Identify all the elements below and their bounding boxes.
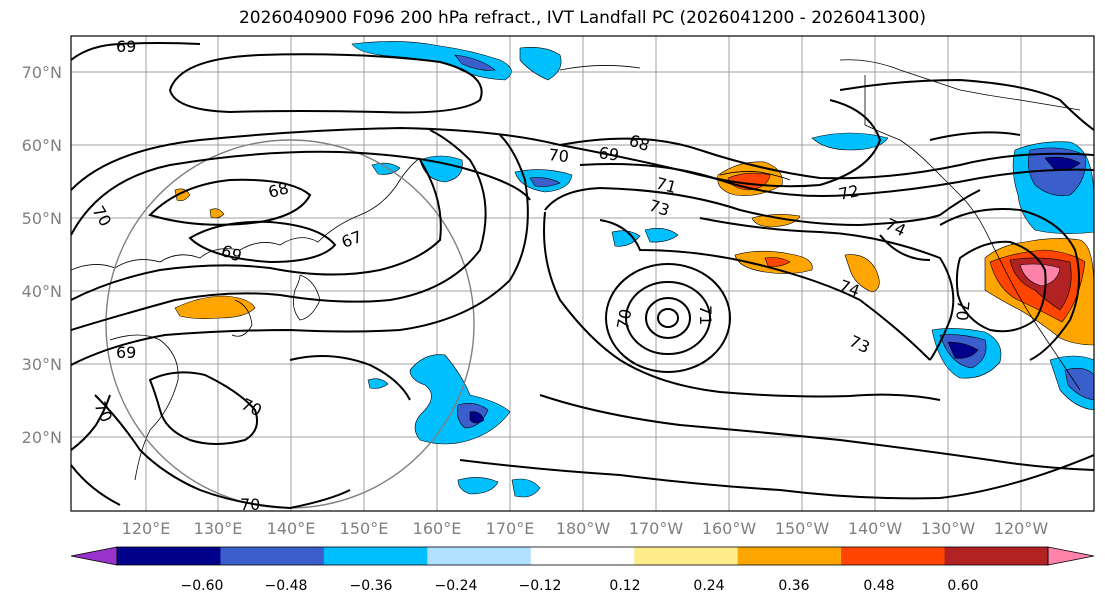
contour-label: 70 [952,300,973,322]
colorbar-extend-high [1047,546,1095,566]
lon-label: 180°W [556,519,611,538]
lon-label: 130°W [921,519,976,538]
lon-label: 130°E [194,519,243,538]
lon-label: 120°W [994,519,1049,538]
colorbar-extend-low [70,546,118,566]
colorbar-tick-label: −0.60 [181,578,224,594]
colorbar-cells [70,546,1095,566]
coastlines [71,59,1081,481]
colorbar-cell [323,547,428,565]
colorbar-cell [841,547,946,565]
colorbar: −0.60 −0.48 −0.36 −0.24 −0.12 0.12 0.24 … [70,546,1095,594]
lon-label: 150°E [340,519,389,538]
lat-label: 60°N [22,136,62,155]
colorbar-frame [116,546,1049,566]
colorbar-tick-label: 0.60 [947,578,978,594]
contour-label: 68 [266,178,291,202]
refractivity-contours [71,42,1094,510]
contour-label: 71 [654,174,679,198]
contour-label: 69 [116,37,136,56]
contour-label: 69 [597,143,620,165]
contour-label: 70 [613,307,635,330]
colorbar-cell [117,547,221,565]
lon-label: 160°E [413,519,462,538]
colorbar-tick-label: −0.48 [265,578,308,594]
colorbar-ticks: −0.60 −0.48 −0.36 −0.24 −0.12 0.12 0.24 … [181,578,979,594]
colorbar-cell [220,547,325,565]
lon-label: 140°E [267,519,316,538]
lon-label: 170°W [629,519,684,538]
colorbar-tick-label: 0.36 [778,578,809,594]
lat-label: 20°N [22,428,62,447]
colorbar-cell [737,547,842,565]
lat-label: 30°N [22,355,62,374]
latitude-labels: 70°N 60°N 50°N 40°N 30°N 20°N [22,63,62,447]
colorbar-cell [427,547,532,565]
colorbar-tick-label: −0.12 [519,578,562,594]
colorbar-cell [634,547,739,565]
lat-label: 40°N [22,282,62,301]
lon-label: 150°W [775,519,830,538]
lat-label: 70°N [22,63,62,82]
contour-label: 69 [116,343,136,362]
contour-label: 70 [548,145,570,166]
map-panel: 69 68 69 70 71 72 73 74 74 73 67 68 69 7… [71,36,1094,514]
contour-label: 72 [837,181,861,204]
contour-label: 70 [240,495,260,514]
ivt-shading [174,41,1094,498]
colorbar-cell [530,547,635,565]
map-title: 2026040900 F096 200 hPa refract., IVT La… [238,8,926,28]
colorbar-tick-label: −0.24 [435,578,478,594]
colorbar-tick-label: 0.24 [693,578,724,594]
lon-label: 140°W [848,519,903,538]
colorbar-tick-label: 0.48 [863,578,894,594]
lat-label: 50°N [22,209,62,228]
colorbar-tick-label: −0.36 [350,578,393,594]
lon-label: 120°E [122,519,171,538]
colorbar-cell [944,547,1049,565]
contour-label: 71 [696,305,715,325]
lon-label: 170°E [486,519,535,538]
colorbar-tick-label: 0.12 [609,578,640,594]
longitude-labels: 120°E 130°E 140°E 150°E 160°E 170°E 180°… [122,519,1049,538]
map-frame [70,35,1095,512]
lon-label: 160°W [702,519,757,538]
